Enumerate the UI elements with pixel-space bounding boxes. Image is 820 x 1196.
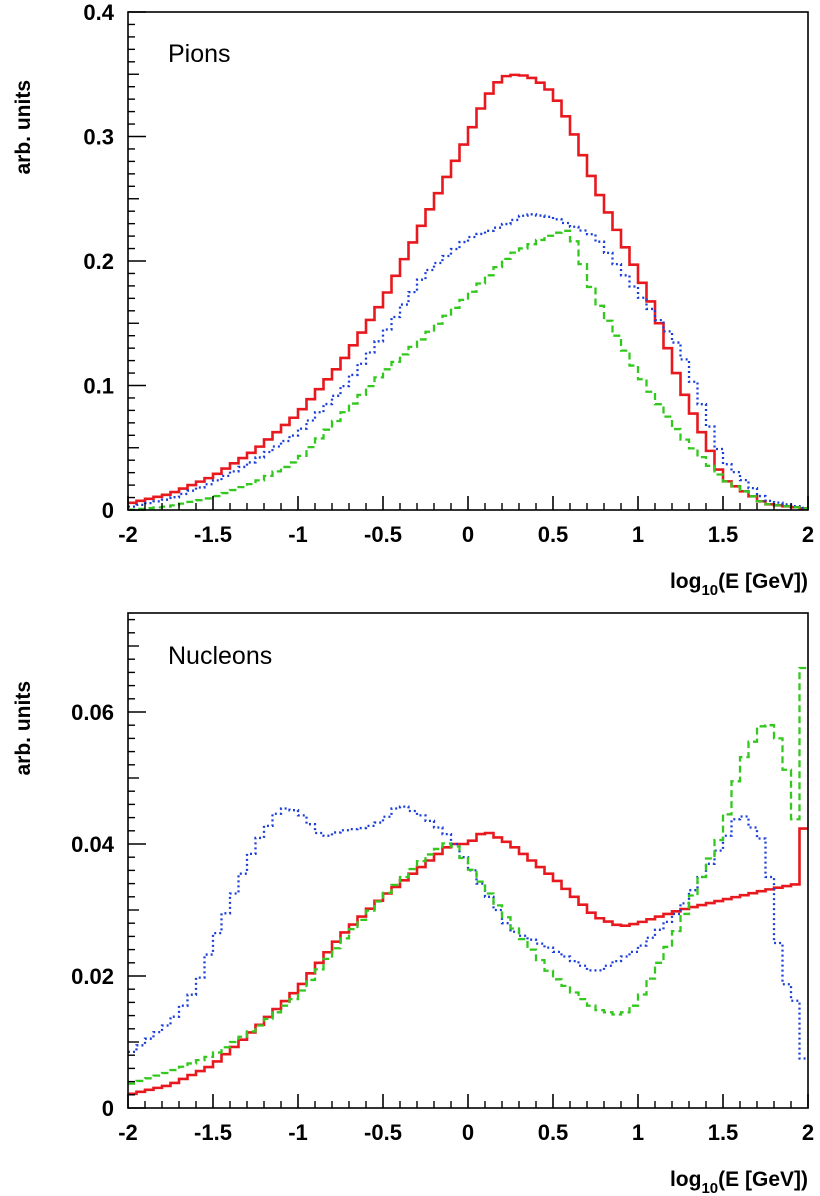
- y-tick-label: 0.1: [83, 374, 114, 399]
- y-axis-label: arb. units: [12, 681, 35, 776]
- pions-panel: -2 -1.5 -1 -0.5 0 0.5 1 1.5 2 0 0.1 0.2 0.3 0.4 Pions a…: [12, 0, 814, 599]
- x-tick-label: 0: [462, 1120, 474, 1145]
- x-tick-label: 1.5: [708, 1120, 739, 1145]
- x-tick-label: 2: [802, 1120, 814, 1145]
- x-tick-label: -1.5: [194, 522, 232, 547]
- y-tick-label: 0.04: [71, 832, 115, 857]
- series-line-1: [128, 213, 808, 510]
- x-tick-label: 0.5: [538, 522, 569, 547]
- x-tick-label: -1: [288, 522, 308, 547]
- x-tick-label: 1: [632, 522, 644, 547]
- y-tick-label: 0: [102, 498, 114, 523]
- y-tick-label: 0.3: [83, 125, 114, 150]
- x-tick-label: 0.5: [538, 1120, 569, 1145]
- y-tick-label: 0.4: [83, 0, 114, 25]
- x-tick-label: 1: [632, 1120, 644, 1145]
- series-line-2: [128, 666, 808, 1085]
- x-tick-label: 0: [462, 522, 474, 547]
- y-tick-label: 0.2: [83, 249, 114, 274]
- x-tick-label: -1: [288, 1120, 308, 1145]
- x-tick-label: -0.5: [364, 1120, 402, 1145]
- x-tick-label: -2: [118, 522, 138, 547]
- y-tick-label: 0.06: [71, 700, 114, 725]
- x-tick-label: -1.5: [194, 1120, 232, 1145]
- x-tick-label: -0.5: [364, 522, 402, 547]
- x-tick-label: 2: [802, 522, 814, 547]
- y-axis-label: arb. units: [12, 80, 35, 175]
- x-axis-label: log10(E [GeV]): [670, 570, 808, 599]
- series-line-0: [128, 73, 808, 510]
- panel-title: Nucleons: [168, 642, 272, 670]
- x-axis-label: log10(E [GeV]): [670, 1168, 808, 1196]
- nucleons-panel: -2 -1.5 -1 -0.5 0 0.5 1 1.5 2 0 0.02 0.04 0.06 Nucleo…: [12, 612, 814, 1196]
- x-tick-label: -2: [118, 1120, 138, 1145]
- y-tick-label: 0.02: [71, 964, 114, 989]
- panel-title: Pions: [168, 40, 231, 68]
- y-tick-label: 0: [102, 1096, 114, 1121]
- series-line-0: [128, 827, 808, 1096]
- series-line-2: [128, 229, 808, 511]
- x-tick-label: 1.5: [708, 522, 739, 547]
